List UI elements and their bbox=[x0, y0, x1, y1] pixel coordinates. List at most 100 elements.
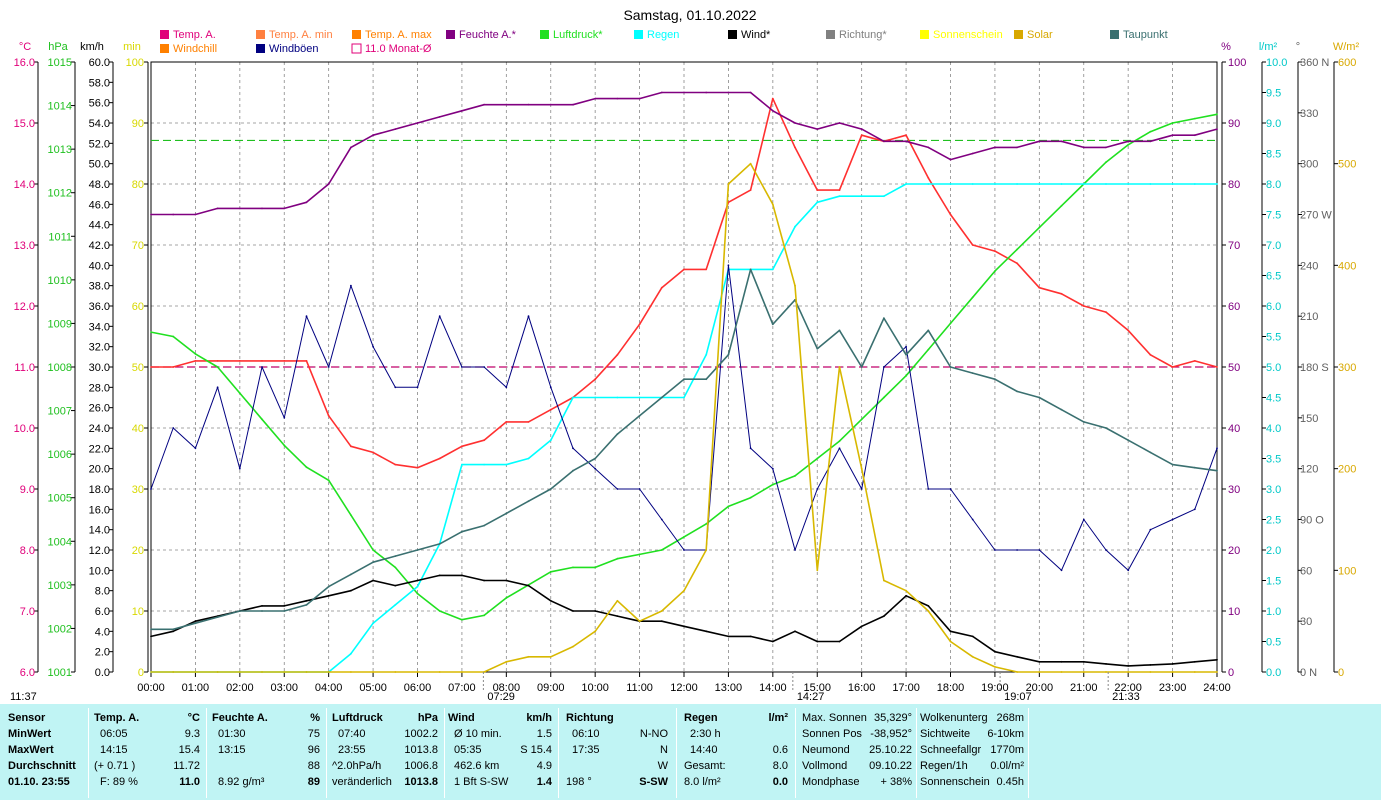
series-feuchte-a-point bbox=[238, 207, 241, 210]
stats-rain-unit: l/m² bbox=[768, 712, 788, 724]
series-feuchte-a-point bbox=[216, 207, 219, 210]
series-temp-a-point bbox=[1216, 366, 1218, 368]
series-temp-a-point bbox=[549, 408, 552, 411]
series-feuchte-a-point bbox=[1216, 128, 1218, 131]
series-taupunkt-point bbox=[1193, 466, 1196, 469]
sunrise-label: 07:29 bbox=[487, 691, 515, 703]
series-feuchte-a-point bbox=[771, 109, 774, 112]
direction-axis: 360 N 330 300 270 W 240 210 180 S 150 120 90 O 60 3… bbox=[1297, 57, 1332, 679]
series-wind-point bbox=[1171, 663, 1174, 665]
stats-press-col: Luftdruck hPa 07:40 1002.2 23:55 1013.8 ^2.… bbox=[332, 710, 442, 790]
series-regen-point bbox=[949, 183, 952, 185]
stats-press-avg-value: 1006.8 bbox=[404, 760, 438, 772]
series-windb-en-point bbox=[1216, 447, 1218, 450]
series-wind-point bbox=[727, 635, 730, 638]
series-wind-point bbox=[483, 579, 485, 582]
wind-axis-tick-label: 50.0 bbox=[89, 159, 110, 171]
series-windb-en-point bbox=[727, 264, 730, 267]
stats-rain-duration: 2:30 h bbox=[690, 728, 721, 740]
x-tick-label: 22:00 bbox=[1114, 682, 1142, 694]
series-solar-point bbox=[794, 284, 796, 287]
series-regen-point bbox=[372, 622, 374, 625]
sunset-label: 19:07 bbox=[1004, 691, 1032, 703]
stats-temp-current: 11.0 bbox=[179, 776, 200, 788]
series-wind-point bbox=[372, 579, 374, 582]
series-wind-point bbox=[927, 605, 930, 607]
series-luftdruck-point bbox=[1193, 117, 1196, 120]
series-regen-point bbox=[549, 439, 552, 442]
wind-axis-tick-label: 32.0 bbox=[89, 342, 110, 354]
series-feuchte-a-point bbox=[372, 134, 374, 137]
stats-temp-col: Temp. A. °C 06:05 9.3 14:15 15.4 (+ 0.71 ) 1… bbox=[94, 710, 204, 790]
solar-noon-label: 14:27 bbox=[797, 691, 825, 703]
series-feuchte-a-point bbox=[816, 128, 819, 131]
series-wind-point bbox=[461, 574, 463, 577]
legend-label: Temp. A. bbox=[173, 29, 216, 41]
legend-swatch bbox=[352, 30, 361, 39]
legend-label: Temp. A. min bbox=[269, 29, 333, 41]
legend-item: Sonnenschein bbox=[920, 29, 1003, 41]
series-luftdruck-point bbox=[794, 475, 796, 477]
series-windb-en-point bbox=[971, 518, 974, 521]
legend-swatch bbox=[920, 30, 929, 39]
series-regen-point bbox=[1105, 183, 1107, 185]
series-luftdruck-point bbox=[505, 597, 508, 599]
series-regen-point bbox=[883, 195, 885, 198]
x-tick-label: 21:00 bbox=[1070, 682, 1098, 694]
pressure-axis-tick-label: 1002 bbox=[48, 623, 72, 635]
series-solar-point bbox=[261, 671, 263, 673]
wind-axis-tick-label: 14.0 bbox=[89, 525, 110, 537]
legend-swatch bbox=[446, 30, 455, 39]
series-windb-en-point bbox=[1105, 549, 1107, 551]
series-regen-point bbox=[1127, 183, 1130, 185]
series-taupunkt-point bbox=[194, 622, 197, 625]
stats-sensor-title: Sensor bbox=[8, 712, 46, 724]
stats-dir-max-time: 17:35 bbox=[572, 744, 600, 756]
series-regen-point bbox=[1149, 183, 1152, 185]
series-temp-a-point bbox=[216, 360, 219, 362]
direction-axis-tick-label: 180 S bbox=[1300, 362, 1329, 374]
legend-swatch bbox=[256, 44, 265, 53]
stats-cloud-label: Wolkenunterg bbox=[920, 712, 988, 724]
series-windb-en-point bbox=[1082, 518, 1085, 521]
series-regen-point bbox=[483, 463, 485, 466]
series-feuchte-a-point bbox=[305, 201, 308, 204]
solar-axis-tick-label: 600 bbox=[1338, 57, 1356, 69]
series-taupunkt-point bbox=[994, 378, 996, 381]
series-feuchte-a-point bbox=[505, 103, 508, 106]
series-wind-point bbox=[1149, 664, 1152, 666]
rain-unit-label: l/m² bbox=[1259, 41, 1278, 53]
series-wind-point bbox=[1193, 660, 1196, 663]
series-solar-point bbox=[660, 610, 663, 612]
sunshine-axis-tick-label: 40 bbox=[132, 423, 144, 435]
series-solar-point bbox=[350, 671, 352, 673]
series-solar-point bbox=[949, 640, 952, 643]
temp-axis-tick-label: 15.0 bbox=[14, 118, 35, 130]
solar-axis-tick-label: 200 bbox=[1338, 464, 1356, 476]
series-solar-point bbox=[705, 549, 708, 551]
series-luftdruck-point bbox=[461, 618, 463, 621]
legend-item: Temp. A. bbox=[160, 29, 216, 41]
stats-max-label: MaxWert bbox=[8, 744, 54, 756]
stats-press-unit: hPa bbox=[417, 712, 438, 724]
series-regen-point bbox=[461, 463, 463, 466]
series-temp-a-point bbox=[238, 360, 241, 362]
series-windb-en-point bbox=[927, 488, 930, 490]
data-series bbox=[150, 91, 1218, 673]
stats-temp-max-value: 15.4 bbox=[178, 744, 200, 756]
series-taupunkt-point bbox=[1082, 421, 1085, 423]
series-feuchte-a-point bbox=[660, 91, 663, 94]
series-wind-point bbox=[616, 615, 619, 617]
series-luftdruck-point bbox=[1216, 113, 1218, 116]
series-taupunkt-point bbox=[172, 628, 175, 631]
series-taupunkt-point bbox=[261, 610, 263, 612]
series-temp-a-point bbox=[372, 451, 374, 454]
series-windb-en-point bbox=[860, 488, 863, 490]
series-regen-point bbox=[971, 183, 974, 185]
series-feuchte-a-point bbox=[860, 128, 863, 131]
stats-dir-title: Richtung bbox=[566, 712, 614, 724]
pressure-axis: 1015 1014 1013 1012 1011 1010 1009 1008 1007 1006… bbox=[48, 57, 76, 679]
series-windb-en-point bbox=[838, 447, 841, 450]
stats-astro-label: Mondphase bbox=[802, 776, 860, 788]
